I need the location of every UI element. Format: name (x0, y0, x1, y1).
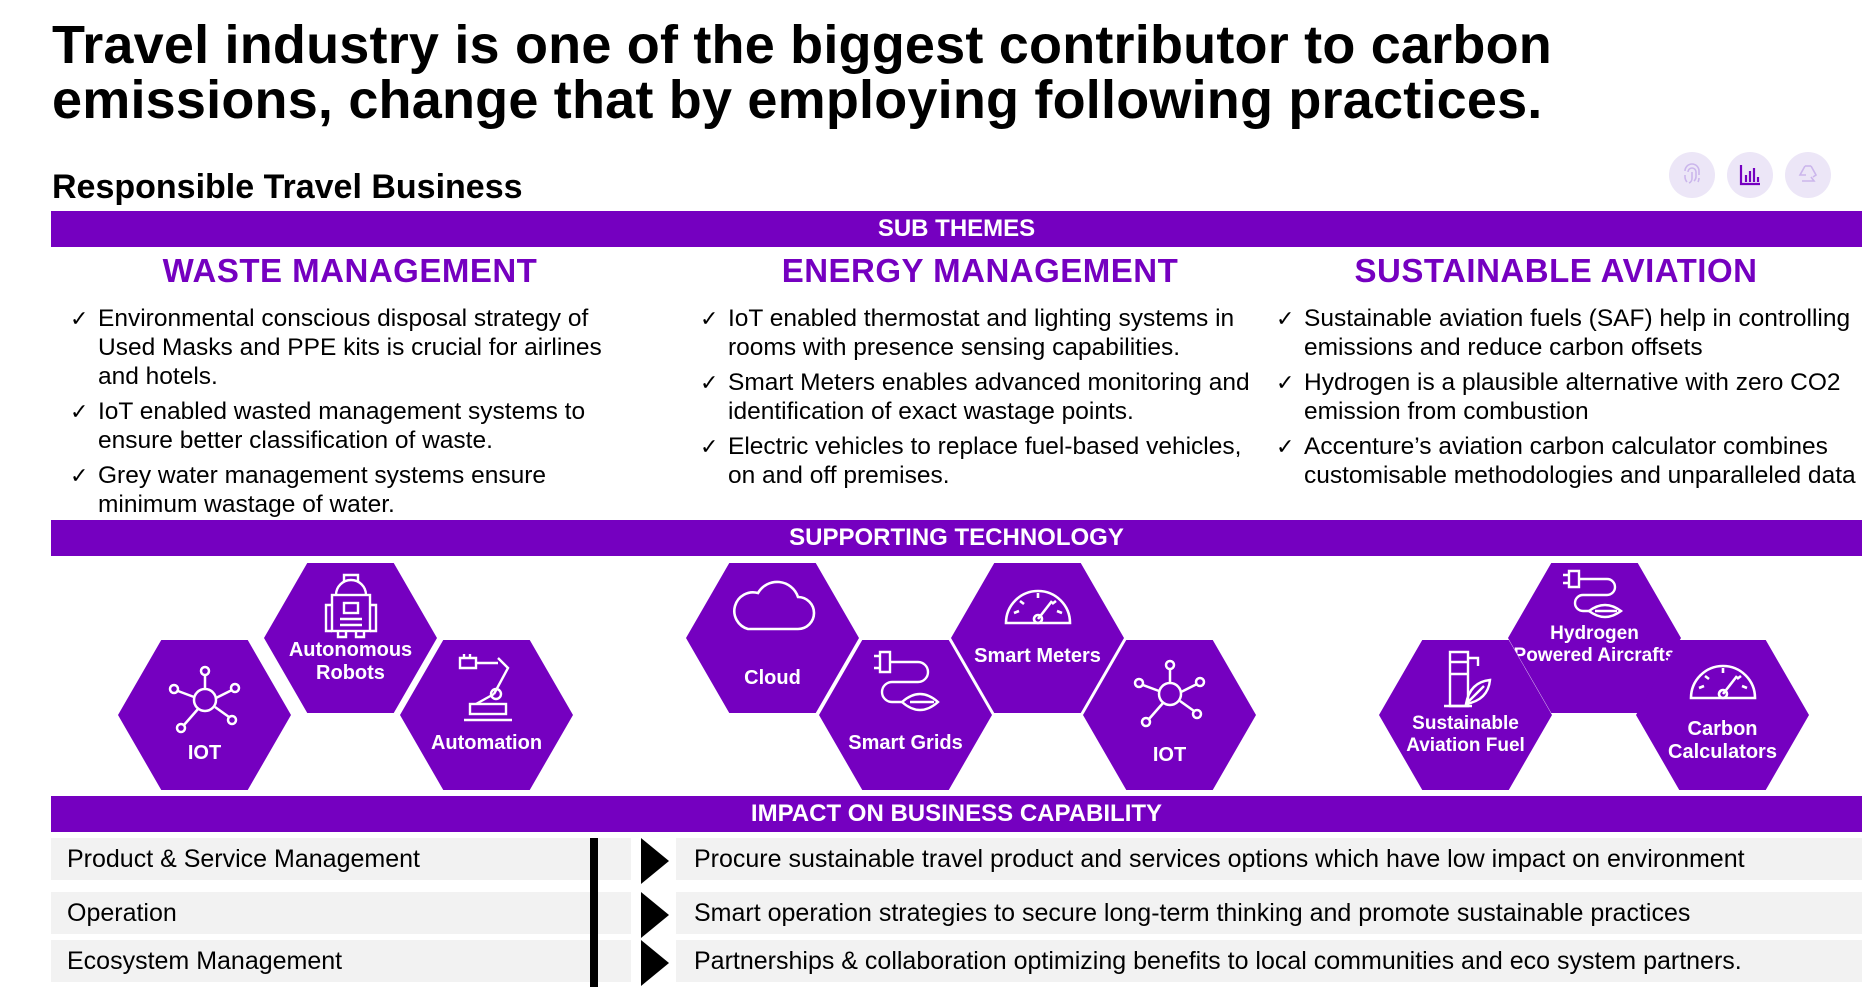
cloud-icon (732, 580, 815, 631)
list-item: ✓ IoT enabled wasted management systems t… (70, 398, 586, 454)
top-icons (1669, 152, 1831, 198)
check-icon: ✓ (1276, 434, 1295, 459)
fingerprint-icon (1669, 152, 1715, 198)
capability-impact: Smart operation strategies to secure lon… (676, 892, 1862, 934)
tech-label: Autonomous Robots (288, 639, 413, 684)
tech-label: IOT (1152, 744, 1187, 766)
theme-energy-management: ENERGY MANAGEMENT ✓ IoT enabled thermosta… (700, 252, 1260, 496)
list-item: ✓ Hydrogen is a plausible alternative wit… (1276, 369, 1841, 425)
network-hub-icon (1133, 659, 1205, 728)
bar-chart-icon (1727, 152, 1773, 198)
check-icon: ✓ (70, 463, 89, 488)
arrow-right-icon (641, 838, 669, 884)
check-icon: ✓ (700, 370, 719, 395)
check-icon: ✓ (70, 306, 89, 331)
check-icon: ✓ (700, 306, 719, 331)
robot-icon (324, 573, 377, 639)
tech-label: Cloud (744, 667, 801, 689)
tech-label: Sustainable Aviation Fuel (1406, 713, 1525, 756)
fuel-leaf-icon (1443, 650, 1491, 708)
theme-title: SUSTAINABLE AVIATION (1354, 252, 1758, 289)
list-item: ✓ Accenture’s aviation carbon calculator … (1276, 433, 1856, 489)
gauge-icon (1689, 664, 1756, 700)
check-icon: ✓ (1276, 306, 1295, 331)
tech-hex-iot-energy: IOT (1083, 640, 1256, 790)
capability-name: Ecosystem Management (51, 940, 631, 982)
list-item: ✓ IoT enabled thermostat and lighting sys… (700, 305, 1235, 361)
tech-hex-autonomous-robots: Autonomous Robots (264, 563, 437, 713)
tech-hex-automation: Automation (400, 640, 573, 790)
capability-impact: Procure sustainable travel product and s… (676, 838, 1862, 880)
arrow-right-icon (641, 940, 669, 986)
gauge-icon (1004, 589, 1071, 625)
tech-hex-sustainable-aviation-fuel: Sustainable Aviation Fuel (1379, 640, 1552, 790)
page-title-line-1: Travel industry is one of the biggest co… (52, 15, 1552, 75)
recycle-icon (1785, 152, 1831, 198)
network-hub-icon (168, 665, 240, 734)
capability-name: Operation (51, 892, 631, 934)
theme-title: ENERGY MANAGEMENT (781, 252, 1179, 289)
theme-title: WASTE MANAGEMENT (162, 252, 538, 289)
check-icon: ✓ (700, 434, 719, 459)
sub-themes-band: SUB THEMES (51, 211, 1862, 247)
list-item: ✓ Grey water management systems ensure mi… (70, 462, 546, 518)
capability-name: Product & Service Management (51, 838, 631, 880)
tech-label: IOT (187, 742, 222, 764)
list-item: ✓ Smart Meters enables advanced monitorin… (700, 369, 1250, 425)
page-title: Travel industry is one of the biggest co… (52, 18, 1752, 128)
list-item: ✓ Sustainable aviation fuels (SAF) help i… (1276, 305, 1851, 361)
check-icon: ✓ (1276, 370, 1295, 395)
tech-hex-iot: IOT (118, 640, 291, 790)
tech-label: Hydrogen Powered Aircrafts (1513, 623, 1676, 666)
tech-label: Smart Grids (848, 732, 963, 754)
tech-label: Automation (430, 732, 543, 754)
capability-impact: Partnerships & collaboration optimizing … (676, 940, 1862, 982)
check-icon: ✓ (70, 399, 89, 424)
plug-leaf-icon (873, 650, 940, 712)
section-title: Responsible Travel Business (52, 168, 523, 206)
tech-hex-cloud: Cloud (686, 563, 859, 713)
list-item: ✓ Electric vehicles to replace fuel-based… (700, 433, 1242, 489)
arrow-right-icon (641, 892, 669, 938)
impact-band: IMPACT ON BUSINESS CAPABILITY (51, 796, 1862, 832)
theme-waste-management: WASTE MANAGEMENT ✓ Environmental consciou… (70, 252, 630, 525)
theme-sustainable-aviation: SUSTAINABLE AVIATION ✓ Sustainable aviati… (1276, 252, 1866, 496)
tech-label: Carbon Calculators (1668, 718, 1777, 763)
tech-label: Smart Meters (974, 645, 1101, 667)
plug-leaf-icon (1562, 569, 1623, 619)
tech-hex-carbon-calculators: Carbon Calculators (1636, 640, 1809, 790)
page-title-line-2: emissions, change that by employing foll… (52, 70, 1543, 130)
supporting-technology-band: SUPPORTING TECHNOLOGY (51, 520, 1862, 556)
list-item: ✓ Environmental conscious disposal strate… (70, 305, 602, 390)
arrow-stem (590, 838, 598, 987)
robotic-arm-icon (458, 654, 512, 722)
